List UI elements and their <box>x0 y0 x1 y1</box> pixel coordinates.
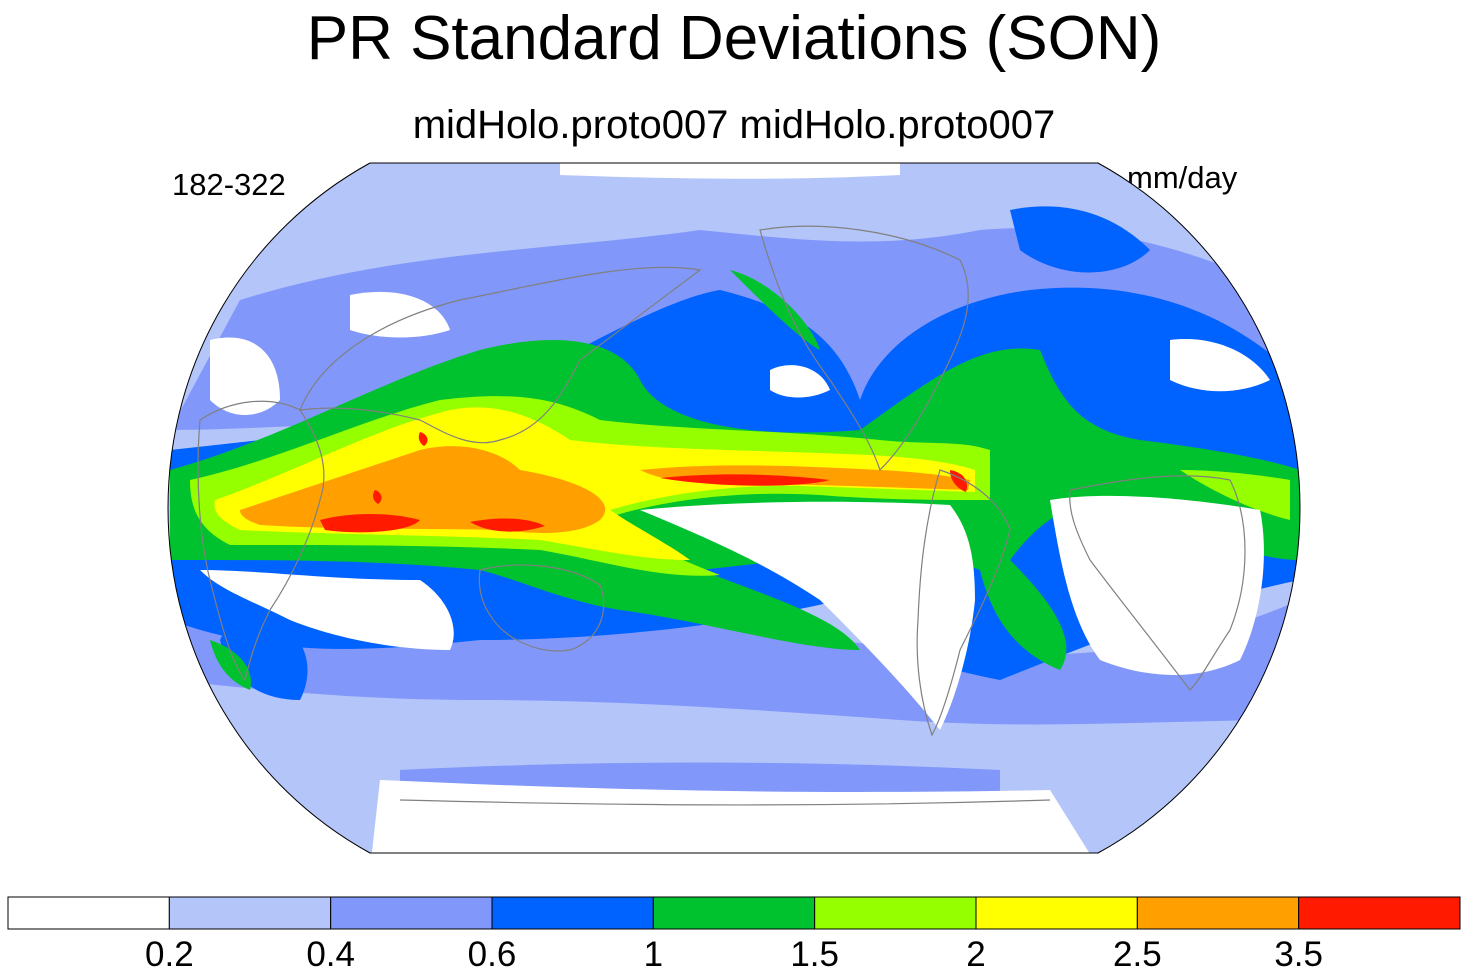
colorbar-tick-label: 1.5 <box>790 935 839 974</box>
colorbar <box>7 896 1461 930</box>
coastlines <box>197 225 1246 806</box>
colorbar-tick-label: 1 <box>643 935 664 974</box>
colorbar-tick-label: 3.5 <box>1274 935 1323 974</box>
colorbar-swatch <box>330 896 493 930</box>
colorbar-swatch <box>168 896 332 930</box>
map-subtitle: midHolo.proto007 midHolo.proto007 <box>412 103 1056 147</box>
band-3.5-plus <box>320 432 968 533</box>
colorbar-tick-label: 2.5 <box>1113 935 1162 974</box>
map-title: PR Standard Deviations (SON) <box>306 4 1162 73</box>
colorbar-tick-label: 2 <box>966 935 986 974</box>
colorbar-swatch <box>491 896 654 930</box>
colorbar-tick-label: 0.6 <box>467 935 517 974</box>
colorbar-tick-label: 0.2 <box>145 935 194 974</box>
band-below-0.2 <box>200 163 1270 853</box>
map-fill <box>168 163 1300 853</box>
colorbar-swatch <box>975 896 1138 930</box>
units-label: mm/day <box>1127 160 1238 195</box>
colorbar-swatch <box>1136 896 1300 930</box>
colorbar-swatch <box>814 896 977 930</box>
colorbar-swatch <box>652 896 816 930</box>
time-range-label: 182-322 <box>172 167 286 202</box>
precip-std-map <box>167 162 1301 854</box>
colorbar-swatch <box>1298 896 1461 930</box>
colorbar-tick-label: 0.4 <box>306 935 355 974</box>
globe-outline <box>167 162 1301 854</box>
colorbar-swatch <box>7 896 170 930</box>
